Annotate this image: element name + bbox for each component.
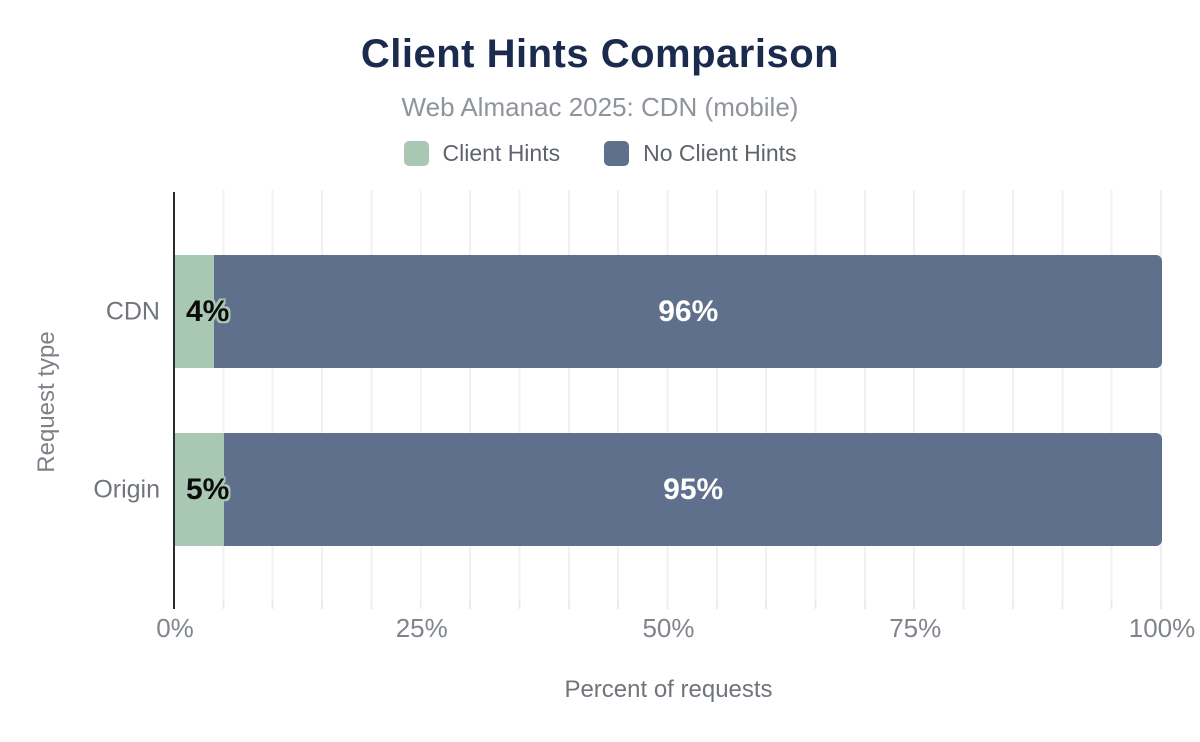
- legend-label: Client Hints: [442, 140, 561, 166]
- bar-row: 96% 4%: [175, 255, 1162, 368]
- legend-item-client-hints: Client Hints: [403, 140, 561, 167]
- x-tick-label: 50%: [642, 613, 695, 643]
- bar-value-label: 95%: [663, 472, 724, 506]
- legend-swatch-no-client-hints: [604, 141, 630, 166]
- bar-segment-client-hints: [175, 255, 215, 368]
- x-tick-label: 100%: [1128, 613, 1196, 643]
- bar-row: 95% 5%: [175, 433, 1162, 546]
- legend-label: No Client Hints: [643, 140, 797, 166]
- bar-value-label: 5%: [186, 472, 230, 506]
- y-axis-line: [173, 192, 175, 609]
- legend: Client Hints No Client Hints: [0, 140, 1200, 167]
- bar-segment-no-client-hints: 96%: [214, 255, 1162, 368]
- chart-subtitle: Web Almanac 2025: CDN (mobile): [401, 92, 799, 122]
- bar-segment-client-hints: [175, 433, 225, 546]
- category-label: Origin: [93, 475, 160, 503]
- x-tick-label: 0%: [156, 613, 194, 643]
- chart-title: Client Hints Comparison: [360, 32, 840, 76]
- y-axis-title: Request type: [33, 331, 60, 473]
- legend-swatch-client-hints: [403, 141, 429, 166]
- plot-area: 96% 4% 95% 5%: [175, 190, 1162, 600]
- x-axis-title: Percent of requests: [564, 676, 773, 703]
- x-axis-tick-marks: [175, 600, 1162, 609]
- category-labels: CDN Origin: [0, 190, 162, 600]
- legend-item-no-client-hints: No Client Hints: [604, 140, 797, 167]
- category-label: CDN: [105, 297, 160, 325]
- bar-segment-no-client-hints: 95%: [224, 433, 1162, 546]
- x-tick-label: 75%: [889, 613, 942, 643]
- bar-value-label: 4%: [186, 294, 230, 328]
- bar-value-label: 96%: [658, 294, 719, 328]
- x-tick-label: 25%: [395, 613, 448, 643]
- x-tick-labels: 0% 25% 50% 75% 100%: [156, 613, 1195, 645]
